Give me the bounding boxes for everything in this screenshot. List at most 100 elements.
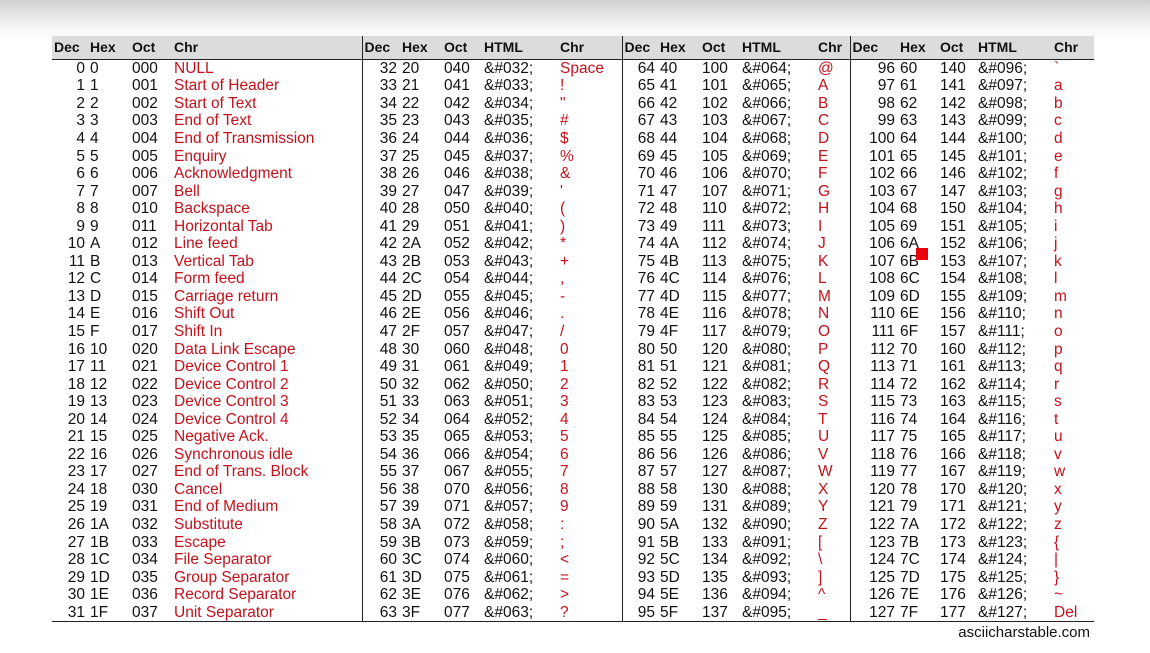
cell-html: &#060; (484, 551, 534, 569)
cell-oct: 171 (940, 498, 966, 516)
cell-html: &#063; (482, 603, 558, 623)
cell-oct: 041 (444, 77, 470, 95)
cell-oct: 020 (132, 340, 158, 358)
cell-dec: 82 (637, 375, 655, 393)
cell-chr: Z (816, 515, 851, 534)
cell-oct: 136 (702, 586, 728, 604)
cell-dec: 121 (869, 498, 895, 516)
cell-hex: 71 (900, 358, 918, 376)
cell-oct: 016 (132, 305, 158, 323)
cell-oct: 033 (132, 533, 158, 551)
cell-chr: $ (558, 129, 623, 148)
cell-html: &#038; (484, 165, 534, 183)
cell-dec: 5 (76, 147, 85, 165)
cell-dec: 80 (637, 340, 655, 358)
cell-html: &#102; (978, 165, 1028, 183)
cell-html: &#108; (978, 270, 1028, 288)
cell-dec: 52 (379, 410, 397, 428)
cell-dec: 11 (68, 252, 85, 270)
cell-chr: j (1054, 235, 1058, 253)
column-header-oct: Oct (442, 36, 482, 60)
cell-html: &#115; (978, 393, 1026, 411)
cell-dec: 89 (637, 498, 655, 516)
cell-hex: 1B (90, 533, 109, 551)
cell-chr: U (816, 427, 851, 446)
cell-dec: 106 (869, 235, 895, 253)
cell-html: &#106; (978, 235, 1028, 253)
table-row: 6 6 006 Acknowledgment 38 26 046 &#038; & 70 46 106… (52, 164, 1094, 183)
cell-hex: 35 (402, 428, 420, 446)
cell-dec: 108 (869, 270, 895, 288)
cell-hex: 44 (660, 129, 678, 147)
cell-chr: } (1054, 568, 1060, 586)
cell-html: &#118; (978, 445, 1026, 463)
cell-dec: 92 (637, 551, 655, 569)
cell-hex: 54 (660, 410, 678, 428)
cell-oct: 101 (702, 77, 728, 95)
cell-dec: 53 (379, 428, 397, 446)
cell-dec: 73 (637, 217, 655, 235)
cell-dec: 37 (379, 147, 397, 165)
cell-html: &#082; (742, 375, 792, 393)
cell-html: &#080; (742, 340, 792, 358)
cell-html: &#114; (978, 375, 1026, 393)
cell-oct: 124 (702, 410, 728, 428)
cell-dec: 105 (869, 217, 895, 235)
cell-hex: 5B (660, 533, 679, 551)
cell-char-name: File Separator (172, 550, 363, 569)
cell-oct: 002 (132, 94, 158, 112)
cell-oct: 126 (702, 445, 728, 463)
cell-dec: 13 (67, 287, 85, 305)
cell-hex: 30 (402, 340, 420, 358)
cell-hex: 8 (90, 200, 99, 218)
cell-oct: 114 (702, 270, 727, 288)
cell-oct: 074 (444, 551, 470, 569)
cell-dec: 66 (637, 94, 655, 112)
cell-oct: 122 (702, 375, 728, 393)
cell-dec: 18 (67, 375, 85, 393)
cell-hex: 2E (402, 305, 421, 323)
cell-char-name: Start of Text (172, 94, 363, 113)
cell-dec: 124 (869, 551, 895, 569)
cell-chr: E (816, 147, 851, 165)
cell-html: &#109; (978, 287, 1028, 305)
cell-hex: 3C (402, 551, 422, 569)
cell-chr: B (816, 94, 851, 113)
cell-oct: 060 (444, 340, 470, 358)
cell-dec: 119 (870, 463, 895, 481)
cell-html: &#100; (978, 129, 1028, 147)
cell-html: &#127; (976, 603, 1052, 623)
column-header-hex: Hex (88, 36, 130, 60)
cell-oct: 070 (444, 480, 470, 498)
cell-dec: 86 (637, 445, 655, 463)
cell-chr: n (1054, 305, 1063, 323)
cell-dec: 12 (67, 270, 85, 288)
cell-chr: I (816, 217, 851, 235)
cell-chr: R (816, 375, 851, 393)
column-header-dec: Dec (850, 36, 898, 60)
cell-hex: 4D (660, 287, 680, 305)
cell-dec: 43 (379, 252, 397, 270)
cell-dec: 10 (67, 235, 85, 253)
cell-oct: 022 (132, 375, 158, 393)
cell-oct: 150 (940, 200, 966, 218)
table-header-row: Dec Hex Oct Chr Dec Hex Oct HTML Chr Dec Hex Oct HTM… (52, 36, 1094, 60)
cell-oct: 062 (444, 375, 470, 393)
cell-dec: 29 (67, 568, 85, 586)
cell-oct: 130 (702, 480, 728, 498)
cell-chr: ` (1054, 59, 1060, 77)
cell-html: &#090; (742, 515, 792, 533)
cell-hex: 6C (900, 270, 920, 288)
cell-hex: 34 (402, 410, 420, 428)
table-row: 20 14 024 Device Control 4 52 34 064 &#052; 4 84 5… (52, 410, 1094, 428)
cell-oct: 162 (940, 375, 966, 393)
cell-hex: 15 (90, 428, 108, 446)
cell-hex: 16 (90, 445, 108, 463)
cell-chr: D (816, 129, 851, 148)
cell-oct: 021 (132, 358, 158, 376)
cell-hex: 70 (900, 340, 918, 358)
cell-oct: 103 (702, 112, 728, 130)
cell-dec: 99 (877, 112, 895, 130)
cell-char-name: Backspace (172, 199, 363, 218)
cell-char-name: Record Separator (172, 585, 363, 604)
